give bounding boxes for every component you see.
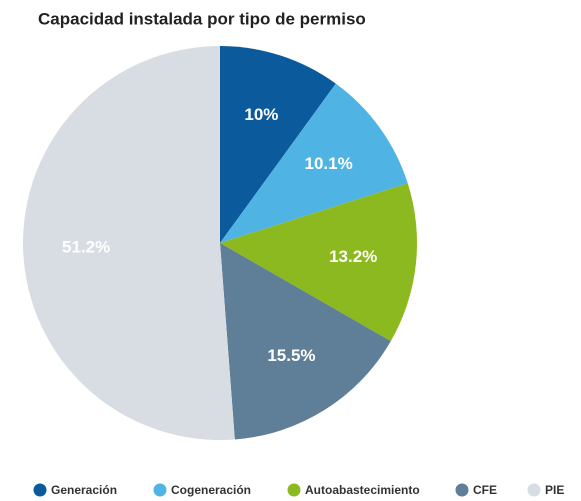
pie-slice bbox=[23, 46, 235, 440]
legend-label: PIE bbox=[545, 483, 564, 497]
legend-label: Autoabastecimiento bbox=[305, 483, 420, 497]
data-label: 51.2% bbox=[62, 238, 110, 257]
data-label: 10.1% bbox=[305, 154, 353, 173]
legend-label: Generación bbox=[51, 483, 117, 497]
pie-slice bbox=[220, 243, 391, 440]
legend-swatch bbox=[455, 483, 469, 497]
legend-label: CFE bbox=[473, 483, 497, 497]
legend-label: Cogeneración bbox=[171, 483, 251, 497]
data-label: 10% bbox=[244, 105, 278, 124]
pie-slice bbox=[220, 46, 336, 243]
pie-slice bbox=[220, 83, 408, 243]
legend-swatch bbox=[287, 483, 301, 497]
pie-slice bbox=[220, 183, 417, 342]
legend-swatch bbox=[527, 483, 541, 497]
legend-swatch bbox=[153, 483, 167, 497]
chart-title: Capacidad instalada por tipo de permiso bbox=[38, 9, 366, 28]
data-label: 15.5% bbox=[267, 346, 315, 365]
data-label: 13.2% bbox=[329, 247, 377, 266]
legend-swatch bbox=[33, 483, 47, 497]
